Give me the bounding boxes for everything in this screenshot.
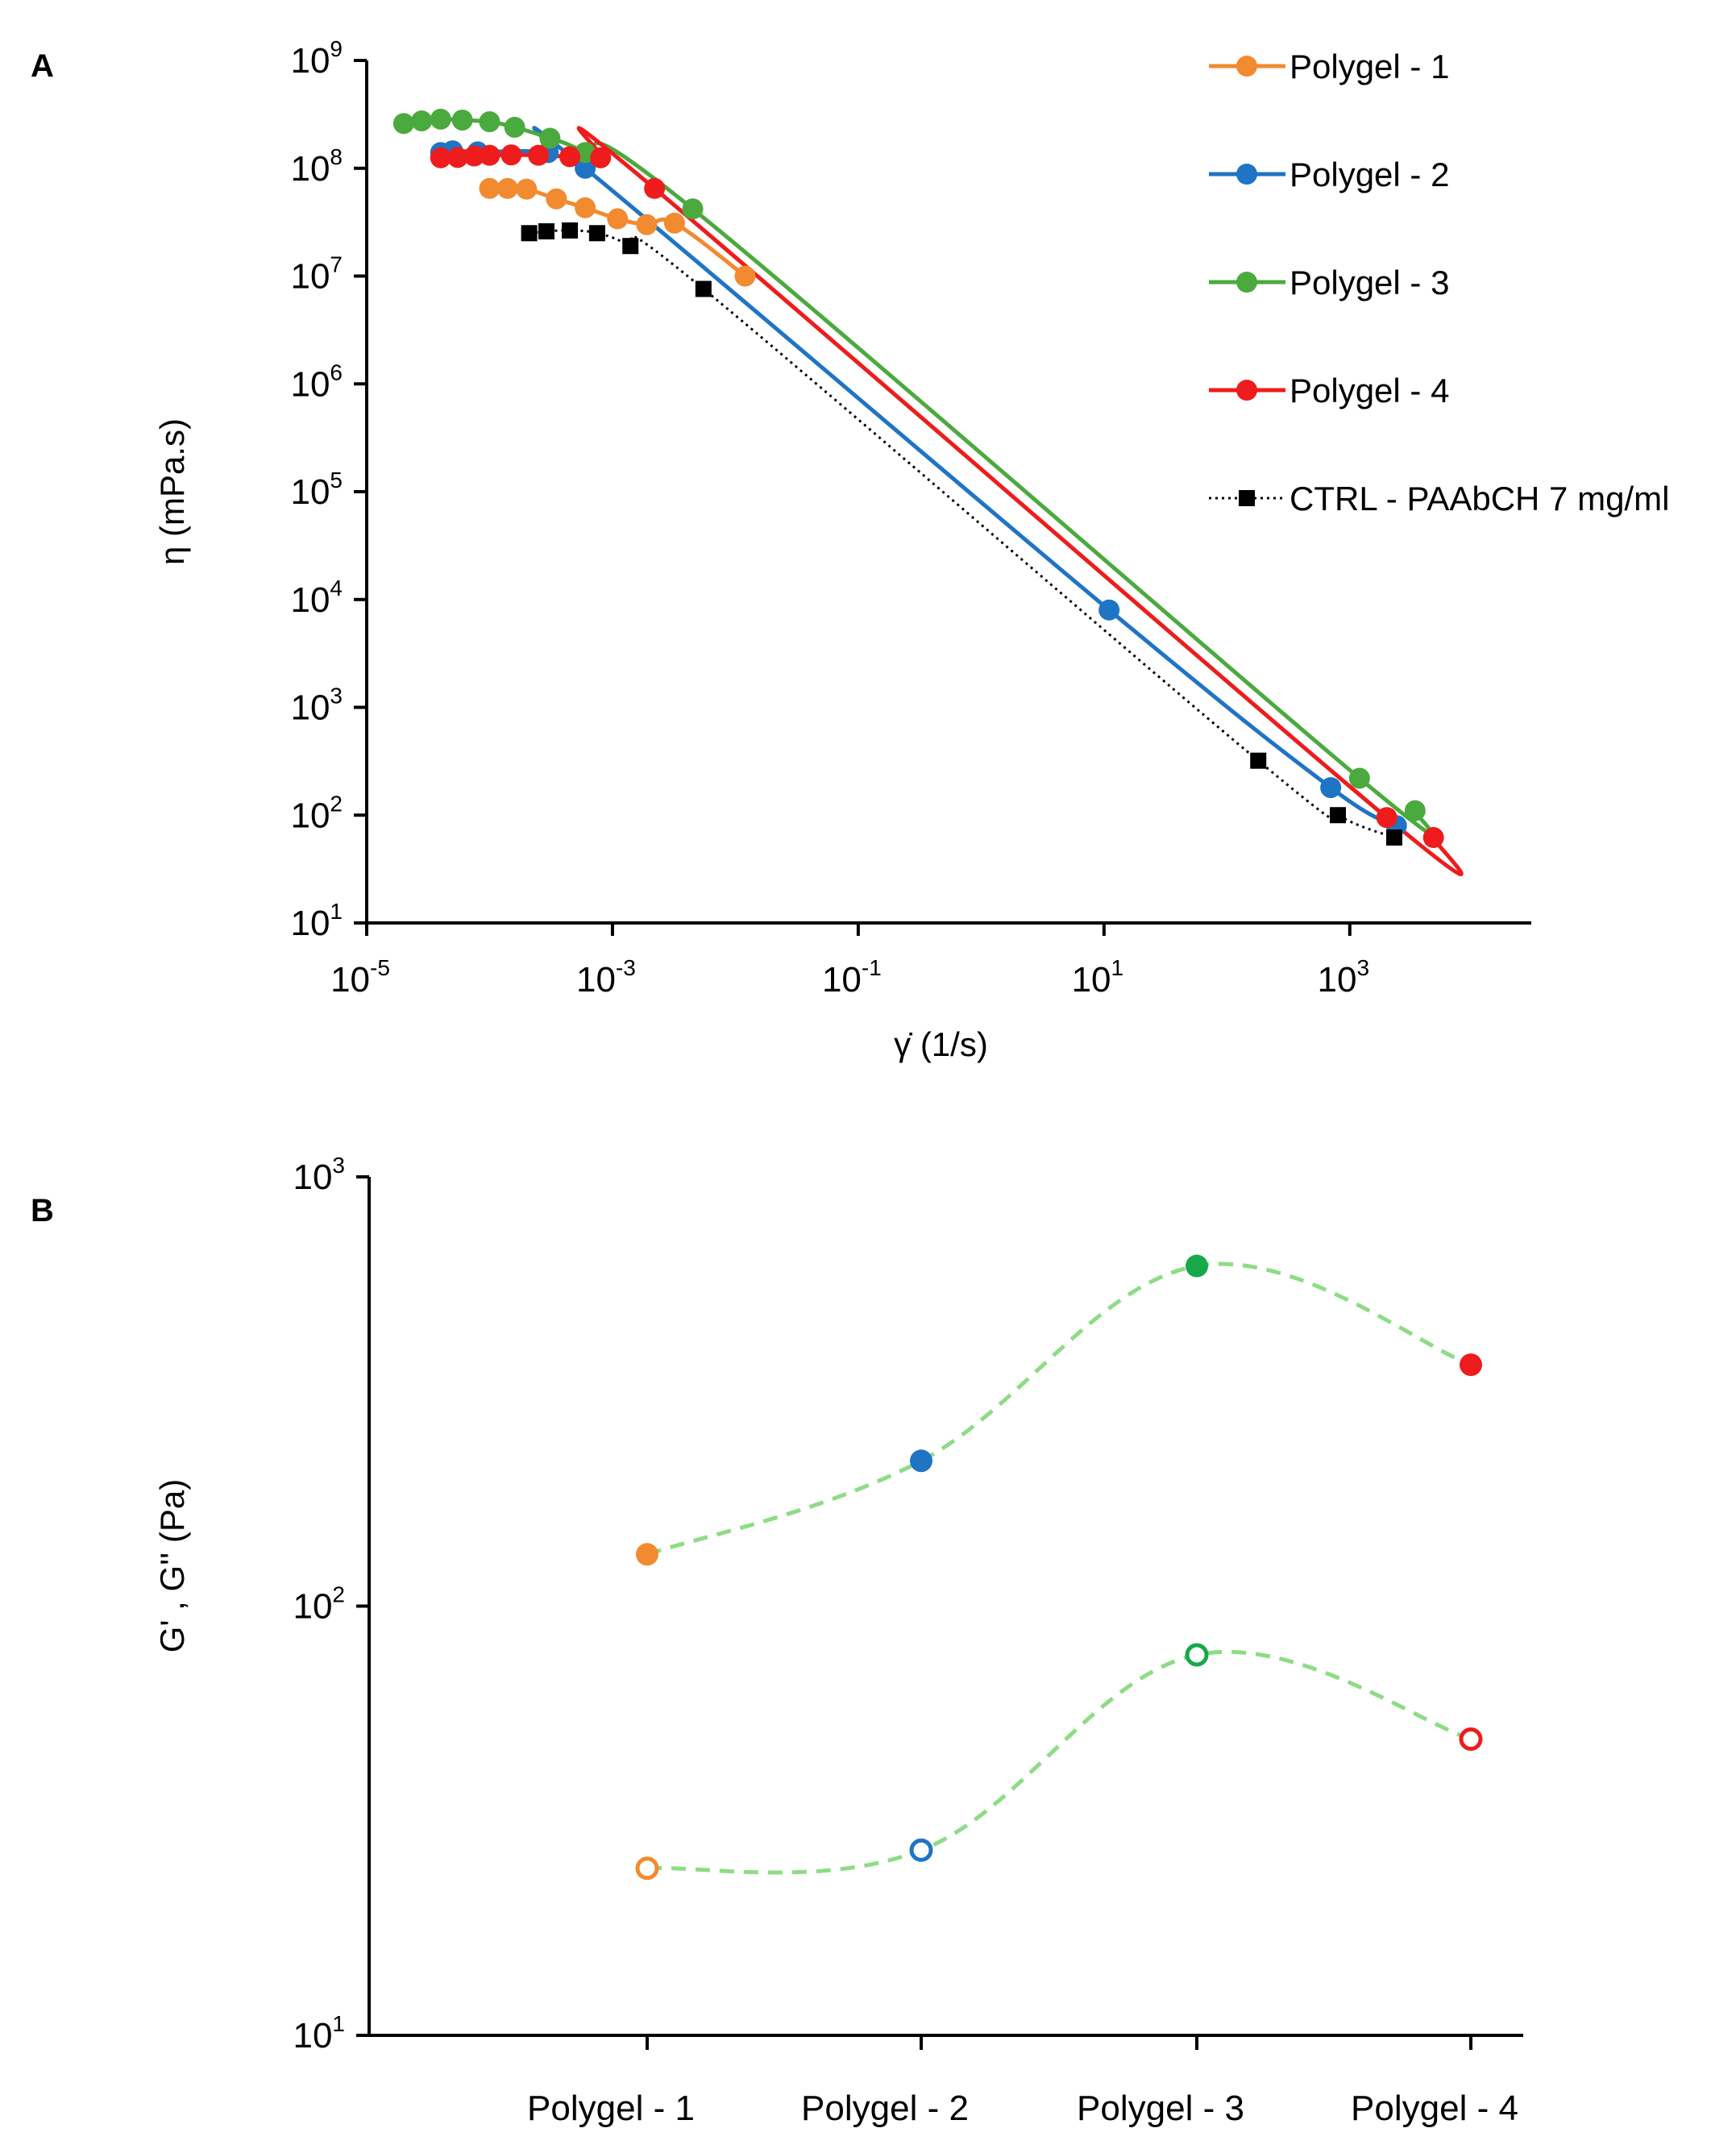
a-data-point (538, 222, 554, 239)
a-data-point (644, 177, 666, 199)
a-data-point (734, 265, 756, 287)
a-data-point (1098, 599, 1120, 621)
a-y-tick-label: 109 (290, 36, 343, 81)
a-data-point (1250, 752, 1267, 769)
a-y-tick-label: 104 (290, 576, 343, 620)
legend-label: Polygel - 1 (1290, 48, 1449, 85)
a-y-tick-label: 101 (290, 899, 343, 943)
a-data-point (636, 214, 658, 235)
a-data-point (516, 178, 538, 200)
a-data-point (411, 110, 433, 131)
a-series-line-5 (529, 229, 1395, 839)
a-x-tick-label: 10-5 (330, 955, 390, 1000)
a-data-point (1404, 800, 1426, 821)
a-x-tick-label: 103 (1318, 955, 1370, 1000)
a-data-point (562, 222, 579, 239)
a-data-point (1422, 827, 1444, 849)
a-data-point (575, 197, 596, 218)
a-data-point (559, 146, 581, 168)
a-series-line-2 (440, 126, 1398, 828)
b-data-point-storage (636, 1543, 658, 1566)
a-data-point (590, 147, 612, 168)
a-y-tick-label: 108 (290, 144, 343, 189)
b-x-tick-label: Polygel - 4 (1351, 2089, 1518, 2128)
b-x-tick-label: Polygel - 3 (1077, 2089, 1244, 2128)
a-data-point (1348, 767, 1370, 789)
a-data-point (430, 147, 451, 168)
a-data-point (500, 144, 522, 166)
legend-marker (1236, 164, 1257, 185)
legend-marker (1236, 56, 1257, 77)
b-x-tick-label: Polygel - 2 (801, 2089, 969, 2128)
b-data-point-loss (1459, 1727, 1483, 1751)
a-data-point (682, 198, 704, 220)
a-x-axis-title: γ̇ (1/s) (894, 1025, 988, 1063)
a-y-axis-title: η (mPa.s) (153, 418, 191, 565)
b-data-point-loss (1185, 1643, 1209, 1667)
a-data-point (1385, 829, 1402, 846)
a-data-point (479, 177, 500, 199)
viscosity-chart: 101 102 103 104 105 106 107 108 109 10-5 10-3 10-1 1… (153, 36, 1669, 1063)
a-y-tick-label: 102 (290, 791, 343, 835)
a-data-point (539, 127, 561, 149)
b-data-point-storage (910, 1449, 932, 1473)
a-data-point (1376, 807, 1398, 829)
a-data-point (430, 108, 451, 130)
a-x-tick-label: 10-3 (576, 955, 636, 1000)
a-data-point (521, 225, 538, 242)
a-y-tick-label: 107 (290, 252, 343, 297)
a-y-tick-label: 105 (290, 468, 343, 512)
a-data-point (451, 109, 473, 131)
b-data-point-loss (909, 1838, 933, 1862)
legend: Polygel - 1 Polygel - 2 Polygel - 3 Polygel… (1209, 48, 1669, 518)
a-data-point (575, 157, 596, 179)
a-data-point (496, 177, 518, 199)
a-data-point (1320, 777, 1342, 799)
a-x-tick-label: 10-1 (822, 955, 882, 1000)
legend-marker (1236, 272, 1257, 293)
b-y-axis-title: G' , G'' (Pa) (153, 1479, 191, 1652)
b-y-tick-label: 101 (293, 2011, 345, 2055)
b-y-tick-label: 103 (293, 1153, 345, 1197)
legend-label: Polygel - 2 (1290, 156, 1449, 193)
b-data-point-storage (1186, 1254, 1208, 1278)
b-y-tick-label: 102 (293, 1582, 345, 1627)
b-data-point-storage (1460, 1353, 1482, 1377)
panel-label-a: A (31, 48, 54, 84)
legend-marker (1236, 380, 1257, 401)
a-data-point (588, 225, 605, 242)
a-data-point (695, 281, 712, 297)
legend-marker (1239, 490, 1255, 506)
a-data-point (607, 208, 629, 230)
a-data-point (479, 111, 500, 133)
legend-label: Polygel - 4 (1290, 372, 1449, 409)
a-data-point (528, 144, 550, 166)
legend-label: CTRL - PAAbCH 7 mg/ml (1290, 480, 1669, 518)
a-y-tick-label: 103 (290, 684, 343, 728)
a-data-point (622, 238, 639, 255)
a-data-point (392, 113, 414, 135)
panel-label-b: B (31, 1193, 54, 1228)
a-data-point (663, 212, 685, 234)
a-x-tick-label: 101 (1072, 955, 1124, 1000)
a-data-point (479, 144, 500, 166)
modulus-chart: 101 102 103 Polygel - 1 Polygel - 2 Polygel -… (153, 1153, 1523, 2128)
b-x-tick-label: Polygel - 1 (527, 2089, 695, 2128)
b-data-point-loss (635, 1856, 659, 1881)
b-connector-2 (646, 1649, 1472, 1875)
a-data-point (446, 147, 468, 168)
a-y-tick-label: 106 (290, 360, 343, 404)
a-data-point (463, 145, 485, 167)
a-data-point (1330, 807, 1347, 824)
b-connector-1 (646, 1262, 1472, 1557)
a-data-point (504, 116, 525, 138)
legend-label: Polygel - 3 (1290, 264, 1449, 301)
a-data-point (546, 188, 567, 210)
